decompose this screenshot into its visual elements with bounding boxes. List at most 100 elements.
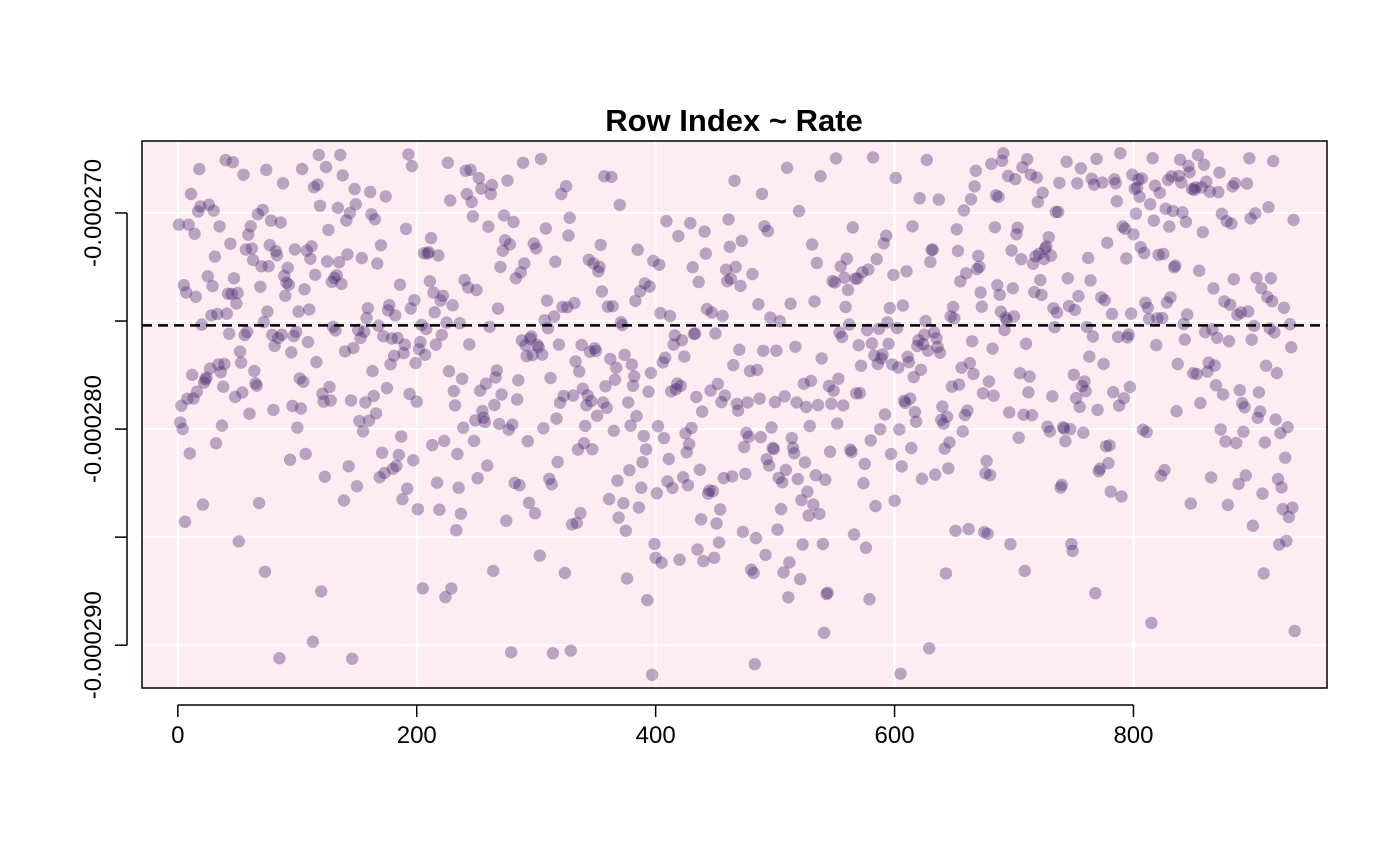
data-point (1213, 166, 1226, 179)
data-point (1210, 331, 1224, 344)
data-point (696, 405, 709, 418)
data-point (1275, 481, 1288, 494)
data-point (1195, 181, 1208, 194)
data-point (522, 496, 536, 510)
data-point (608, 373, 622, 386)
data-point (767, 442, 781, 456)
data-point (353, 414, 366, 428)
data-point (1212, 185, 1225, 199)
data-point (896, 299, 910, 312)
data-point (976, 387, 990, 400)
data-point (663, 309, 677, 323)
data-point (194, 200, 207, 213)
data-point (1228, 177, 1242, 190)
data-point (692, 275, 705, 289)
data-point (1120, 252, 1133, 265)
data-point (1170, 405, 1183, 418)
data-point (386, 462, 400, 475)
data-point (708, 551, 721, 564)
data-point (289, 325, 303, 338)
data-point (175, 399, 188, 412)
data-point (741, 396, 754, 409)
data-point (796, 538, 809, 551)
data-point (884, 447, 898, 461)
data-point (430, 476, 444, 489)
data-point (491, 302, 505, 315)
data-point (790, 396, 803, 409)
data-point (1258, 436, 1272, 449)
data-point (579, 419, 592, 433)
data-point (181, 392, 194, 405)
data-point (718, 389, 732, 402)
data-point (813, 507, 826, 521)
data-point (774, 502, 788, 516)
data-point (189, 290, 202, 303)
data-point (1020, 153, 1034, 166)
data-point (493, 417, 506, 431)
data-point (1193, 264, 1206, 277)
data-point (788, 447, 801, 460)
data-point (442, 365, 456, 378)
data-point (197, 376, 211, 389)
data-point (887, 268, 900, 282)
data-point (797, 377, 810, 390)
data-point (457, 421, 470, 434)
data-point (835, 330, 849, 344)
data-point (967, 367, 980, 381)
data-point (1220, 215, 1233, 228)
data-point (418, 348, 432, 361)
data-point (440, 316, 453, 329)
data-point (805, 238, 819, 251)
data-point (518, 257, 531, 270)
data-point (472, 171, 486, 185)
data-point (1078, 375, 1091, 388)
data-point (1073, 400, 1086, 414)
data-point (983, 468, 997, 482)
data-point (1199, 325, 1212, 339)
data-point (208, 250, 222, 263)
data-point (1219, 435, 1232, 448)
data-point (915, 472, 929, 485)
data-point (674, 379, 687, 393)
data-point (691, 543, 704, 556)
data-point (1172, 169, 1186, 183)
data-point (1237, 425, 1250, 438)
data-point (673, 553, 686, 566)
data-point (494, 260, 507, 274)
data-point (172, 218, 186, 231)
data-point (1277, 301, 1291, 314)
data-point (862, 263, 875, 276)
data-point (288, 243, 302, 256)
data-point (1188, 183, 1201, 197)
data-point (920, 153, 933, 167)
data-point (1111, 330, 1125, 344)
data-point (736, 525, 750, 539)
data-point (1123, 380, 1137, 394)
data-point (299, 447, 312, 461)
data-point (1239, 469, 1253, 482)
data-point (1010, 228, 1023, 241)
data-point (968, 180, 981, 193)
data-point (607, 424, 620, 437)
data-point (1090, 152, 1103, 166)
data-point (850, 387, 863, 400)
data-point (857, 477, 870, 490)
data-point (1138, 246, 1151, 260)
data-point (1153, 186, 1167, 199)
data-point (261, 305, 274, 318)
data-point (1009, 172, 1022, 186)
data-point (1276, 502, 1290, 516)
data-point (899, 396, 912, 410)
data-point (1190, 367, 1204, 381)
data-point (1093, 462, 1107, 475)
data-point (305, 240, 318, 253)
data-point (606, 300, 619, 313)
data-point (330, 269, 343, 282)
data-point (641, 593, 654, 607)
data-point (576, 382, 589, 395)
data-point (1115, 490, 1128, 503)
data-point (1175, 176, 1188, 189)
data-point (356, 425, 370, 438)
data-point (428, 306, 441, 319)
data-point (816, 537, 830, 551)
